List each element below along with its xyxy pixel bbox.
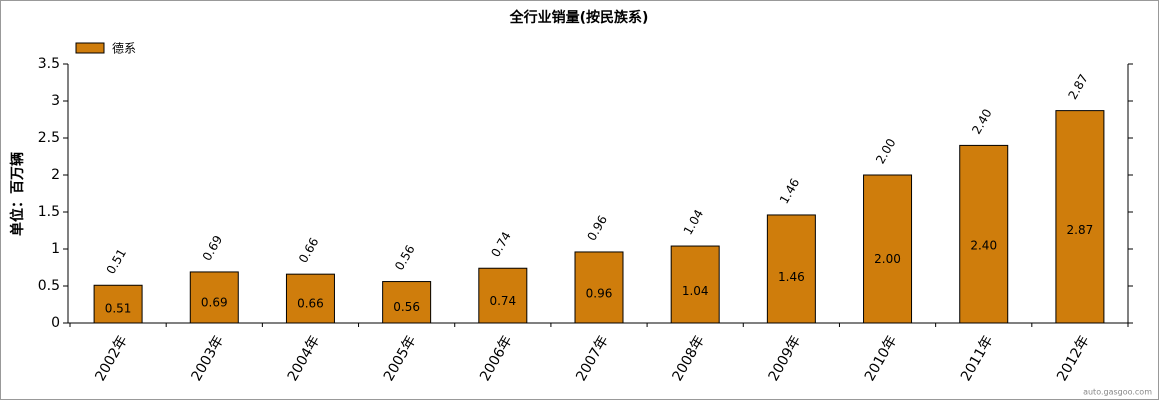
bar [189,271,239,324]
bar [478,267,528,324]
bar [382,281,432,324]
bar [959,144,1009,324]
bar [766,214,816,324]
y-tick-label: 0 [51,315,60,331]
y-axis-label: 单位：百万辆 [9,152,26,236]
value-label-inside: 1.04 [682,284,709,298]
bar [93,284,143,324]
y-tick-label: 3.5 [38,56,60,72]
y-tick-label: 2.5 [38,130,60,146]
bar [670,245,720,324]
bar [285,273,335,324]
y-tick-label: 2 [51,167,60,183]
value-label-inside: 0.51 [105,302,132,316]
value-label-inside: 0.74 [489,294,516,308]
watermark: auto.gasgoo.com [1083,388,1152,397]
value-label-inside: 2.40 [970,239,997,253]
bar [863,174,913,324]
value-label-inside: 2.00 [874,252,901,266]
legend-swatch [75,42,105,54]
y-tick-label: 0.5 [38,278,60,294]
bar [574,251,624,324]
y-tick-label: 1 [51,241,60,257]
value-label-inside: 1.46 [778,270,805,284]
value-label-inside: 0.69 [201,296,228,310]
value-label-inside: 0.96 [586,287,613,301]
y-tick-label: 1.5 [38,204,60,220]
chart-title: 全行业销量(按民族系) [509,9,649,26]
bar [1055,110,1105,324]
value-label-inside: 2.87 [1067,223,1094,237]
value-label-inside: 0.66 [297,297,324,311]
legend-label: 德系 [112,41,136,56]
y-tick-label: 3 [51,93,60,109]
value-label-inside: 0.56 [393,300,420,314]
